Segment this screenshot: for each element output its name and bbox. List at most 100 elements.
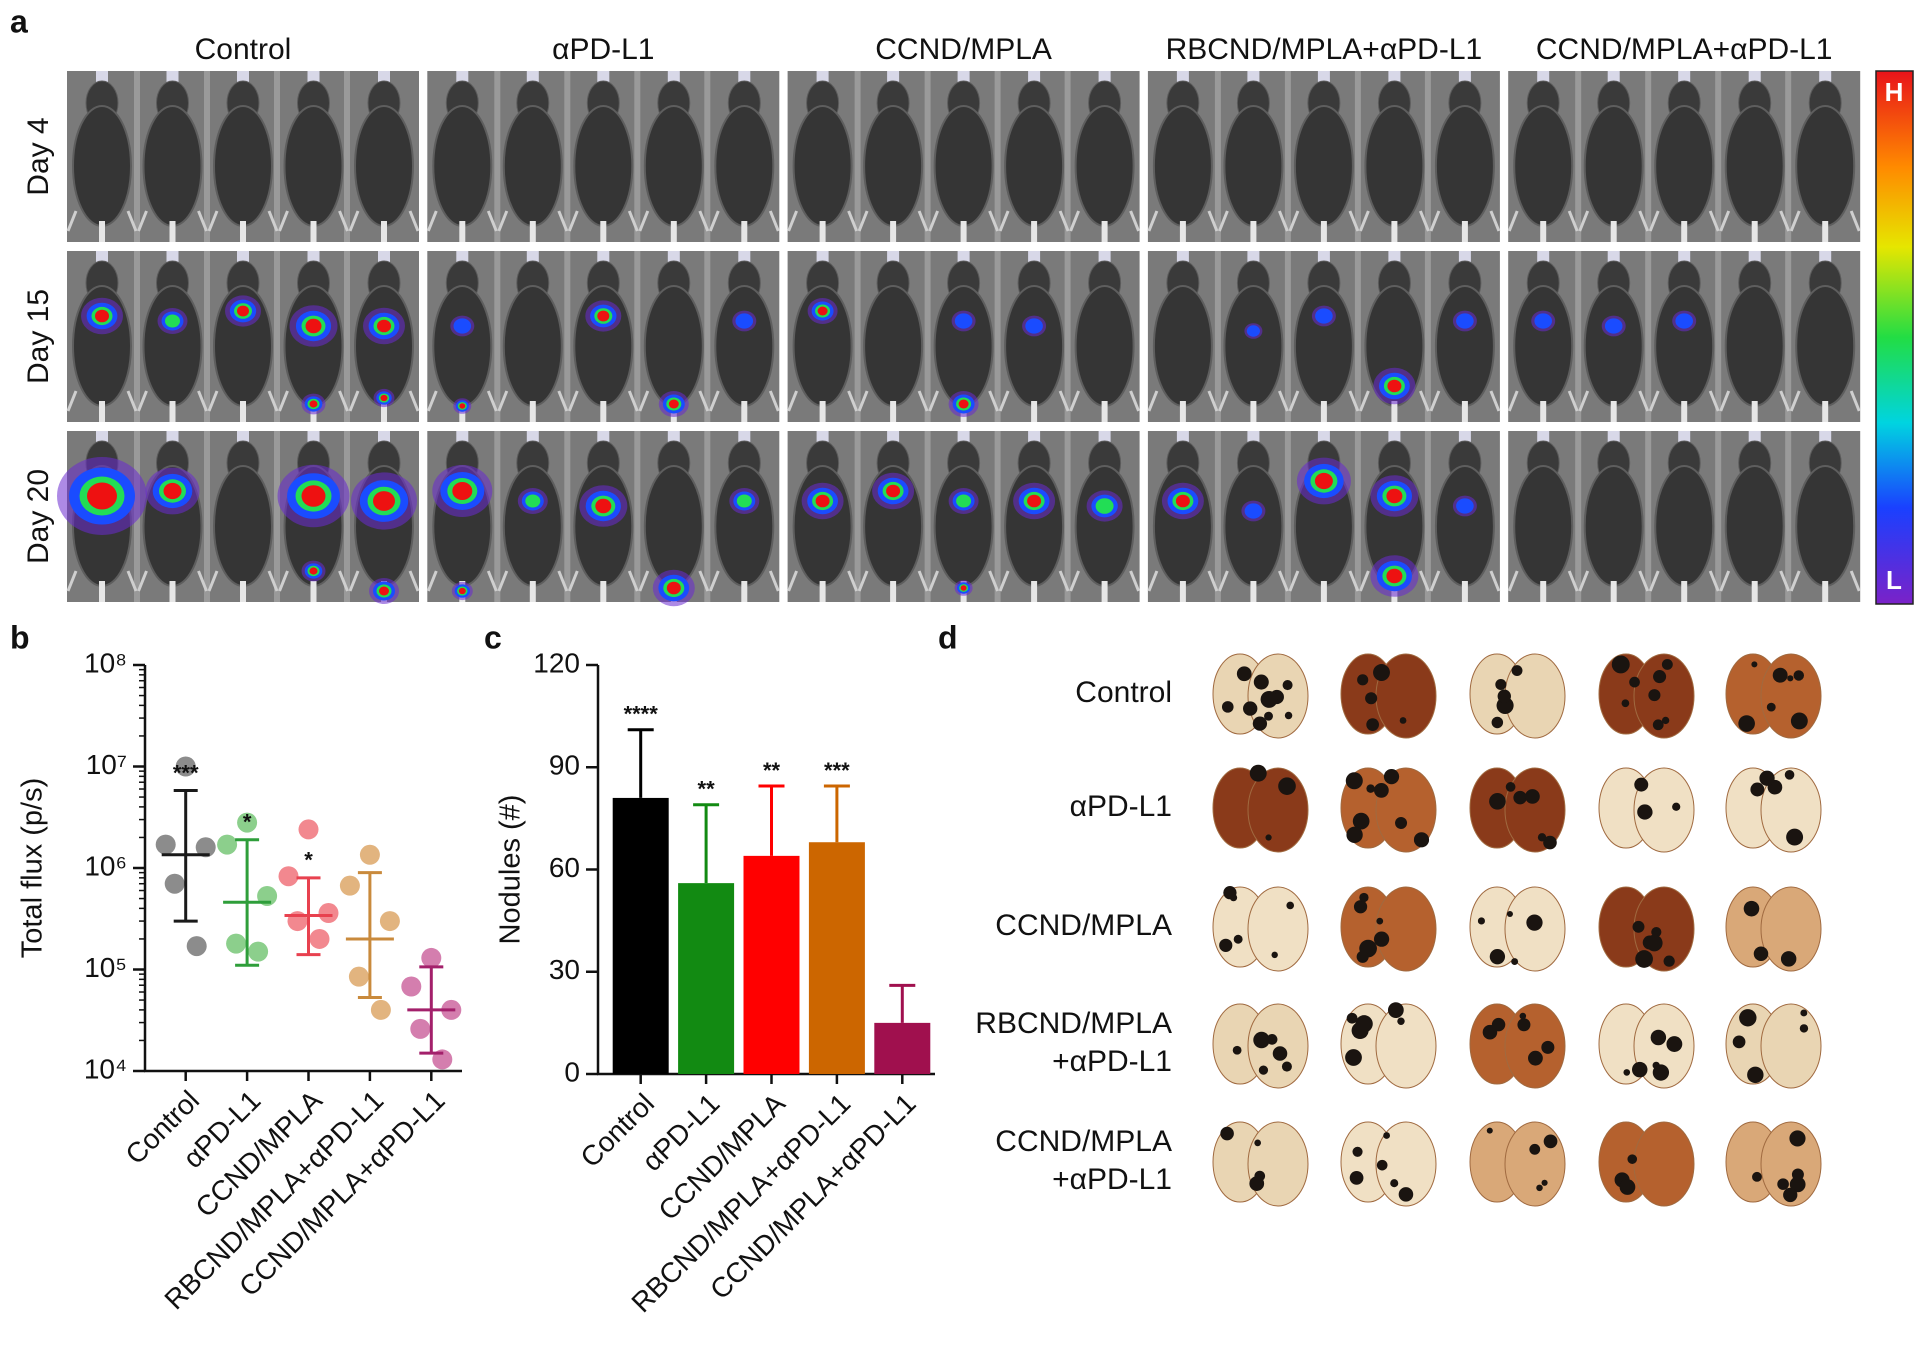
y-axis-label: Total flux (p/s) [17,778,49,959]
nodule [1365,692,1378,705]
mouse-leg [917,210,929,232]
mouse-leg [1708,210,1720,232]
mouse-leg [207,570,219,592]
mouse-leg [348,570,360,592]
column-header: CCND/MPLA+αPD-L1 [1536,33,1833,66]
y-tick-label: 10⁷ [86,749,127,780]
panel-letter: a [10,3,28,39]
mouse-body [502,285,563,407]
mouse-body [1434,105,1495,227]
holder [237,251,249,263]
nodule [1376,1159,1388,1171]
mouse-leg [1207,390,1219,412]
holder [96,431,108,443]
mouse-body [1583,105,1644,227]
cage-bar [1284,71,1291,242]
mouse-body [643,465,704,587]
cage-bar [1645,251,1652,422]
mouse-leg [787,390,798,412]
mouse-leg [1058,210,1070,232]
signal [95,309,109,323]
mouse-leg [988,390,999,412]
mouse-leg [1218,570,1229,592]
nodule [1264,711,1273,721]
mouse-body [283,105,344,227]
mouse-body [1152,285,1213,407]
mouse-leg [638,210,650,232]
nodule [1786,828,1804,846]
lung-lobe [1504,767,1566,853]
mouse-leg [1507,210,1519,232]
cage-bar [924,251,931,422]
nodule [1223,886,1237,900]
nodule [1373,664,1390,681]
mouse-leg [137,210,148,232]
cage-bar [494,431,501,602]
mouse-leg [768,570,780,592]
nodule [1489,793,1506,810]
mouse-leg [567,390,579,412]
lung-lobe [1375,1003,1437,1089]
row-label: Control [1075,676,1172,709]
nodule [1374,783,1389,798]
nodule [1265,834,1272,841]
holder [1388,71,1401,83]
nodule [1282,680,1293,691]
mouse-body [1004,285,1065,407]
nodule [1260,690,1278,708]
mouse-leg [1278,390,1289,412]
nodule [1766,702,1776,712]
signal [305,318,322,334]
mouse-leg [486,210,498,232]
mouse-leg [1489,390,1501,412]
cage-bar [1354,251,1361,422]
mouse-leg [1789,390,1801,412]
mouse-leg [497,390,509,412]
cage-bar [204,251,210,422]
mouse-leg [708,570,720,592]
cage-bar [1785,431,1792,602]
mouse-body [1654,465,1715,587]
row-label: CCND/MPLA [995,909,1172,942]
data-point [155,834,176,855]
mouse-leg [1278,570,1289,592]
cage-bar [994,431,1001,602]
y-tick-label: 10⁶ [84,850,127,881]
nodule [1513,790,1527,805]
mouse-leg [1058,570,1070,592]
cage-bar [854,71,861,242]
holder [1028,71,1041,83]
cage-bar [994,251,1001,422]
mouse-leg [1069,390,1080,412]
mouse-leg [278,390,289,412]
mouse-leg [998,570,1010,592]
nodule [1632,1061,1648,1078]
significance: * [243,810,252,835]
nodule [1395,816,1408,829]
mouse-leg [1507,390,1519,412]
holder [237,431,249,443]
signal [956,494,972,508]
colorbar-low: L [1886,565,1902,595]
nodule [1356,950,1369,963]
nodule [1352,812,1370,830]
mouse-leg [408,210,420,232]
holder [1458,71,1471,83]
holder [597,71,610,83]
mouse-leg [408,570,420,592]
mouse-body [142,105,203,227]
data-point [298,819,319,840]
data-point [309,928,330,949]
y-tick-label: 30 [549,954,580,985]
cage-bar [1645,71,1652,242]
mouse-leg [857,210,869,232]
column-header: Control [195,33,292,66]
mouse-leg [1069,570,1080,592]
mouse-leg [1348,570,1360,592]
nodule [1648,689,1661,702]
data-point [175,756,196,777]
holder [1098,431,1111,443]
mouse-leg [1638,390,1650,412]
nodule [1286,901,1295,910]
y-tick-label: 90 [549,750,580,781]
